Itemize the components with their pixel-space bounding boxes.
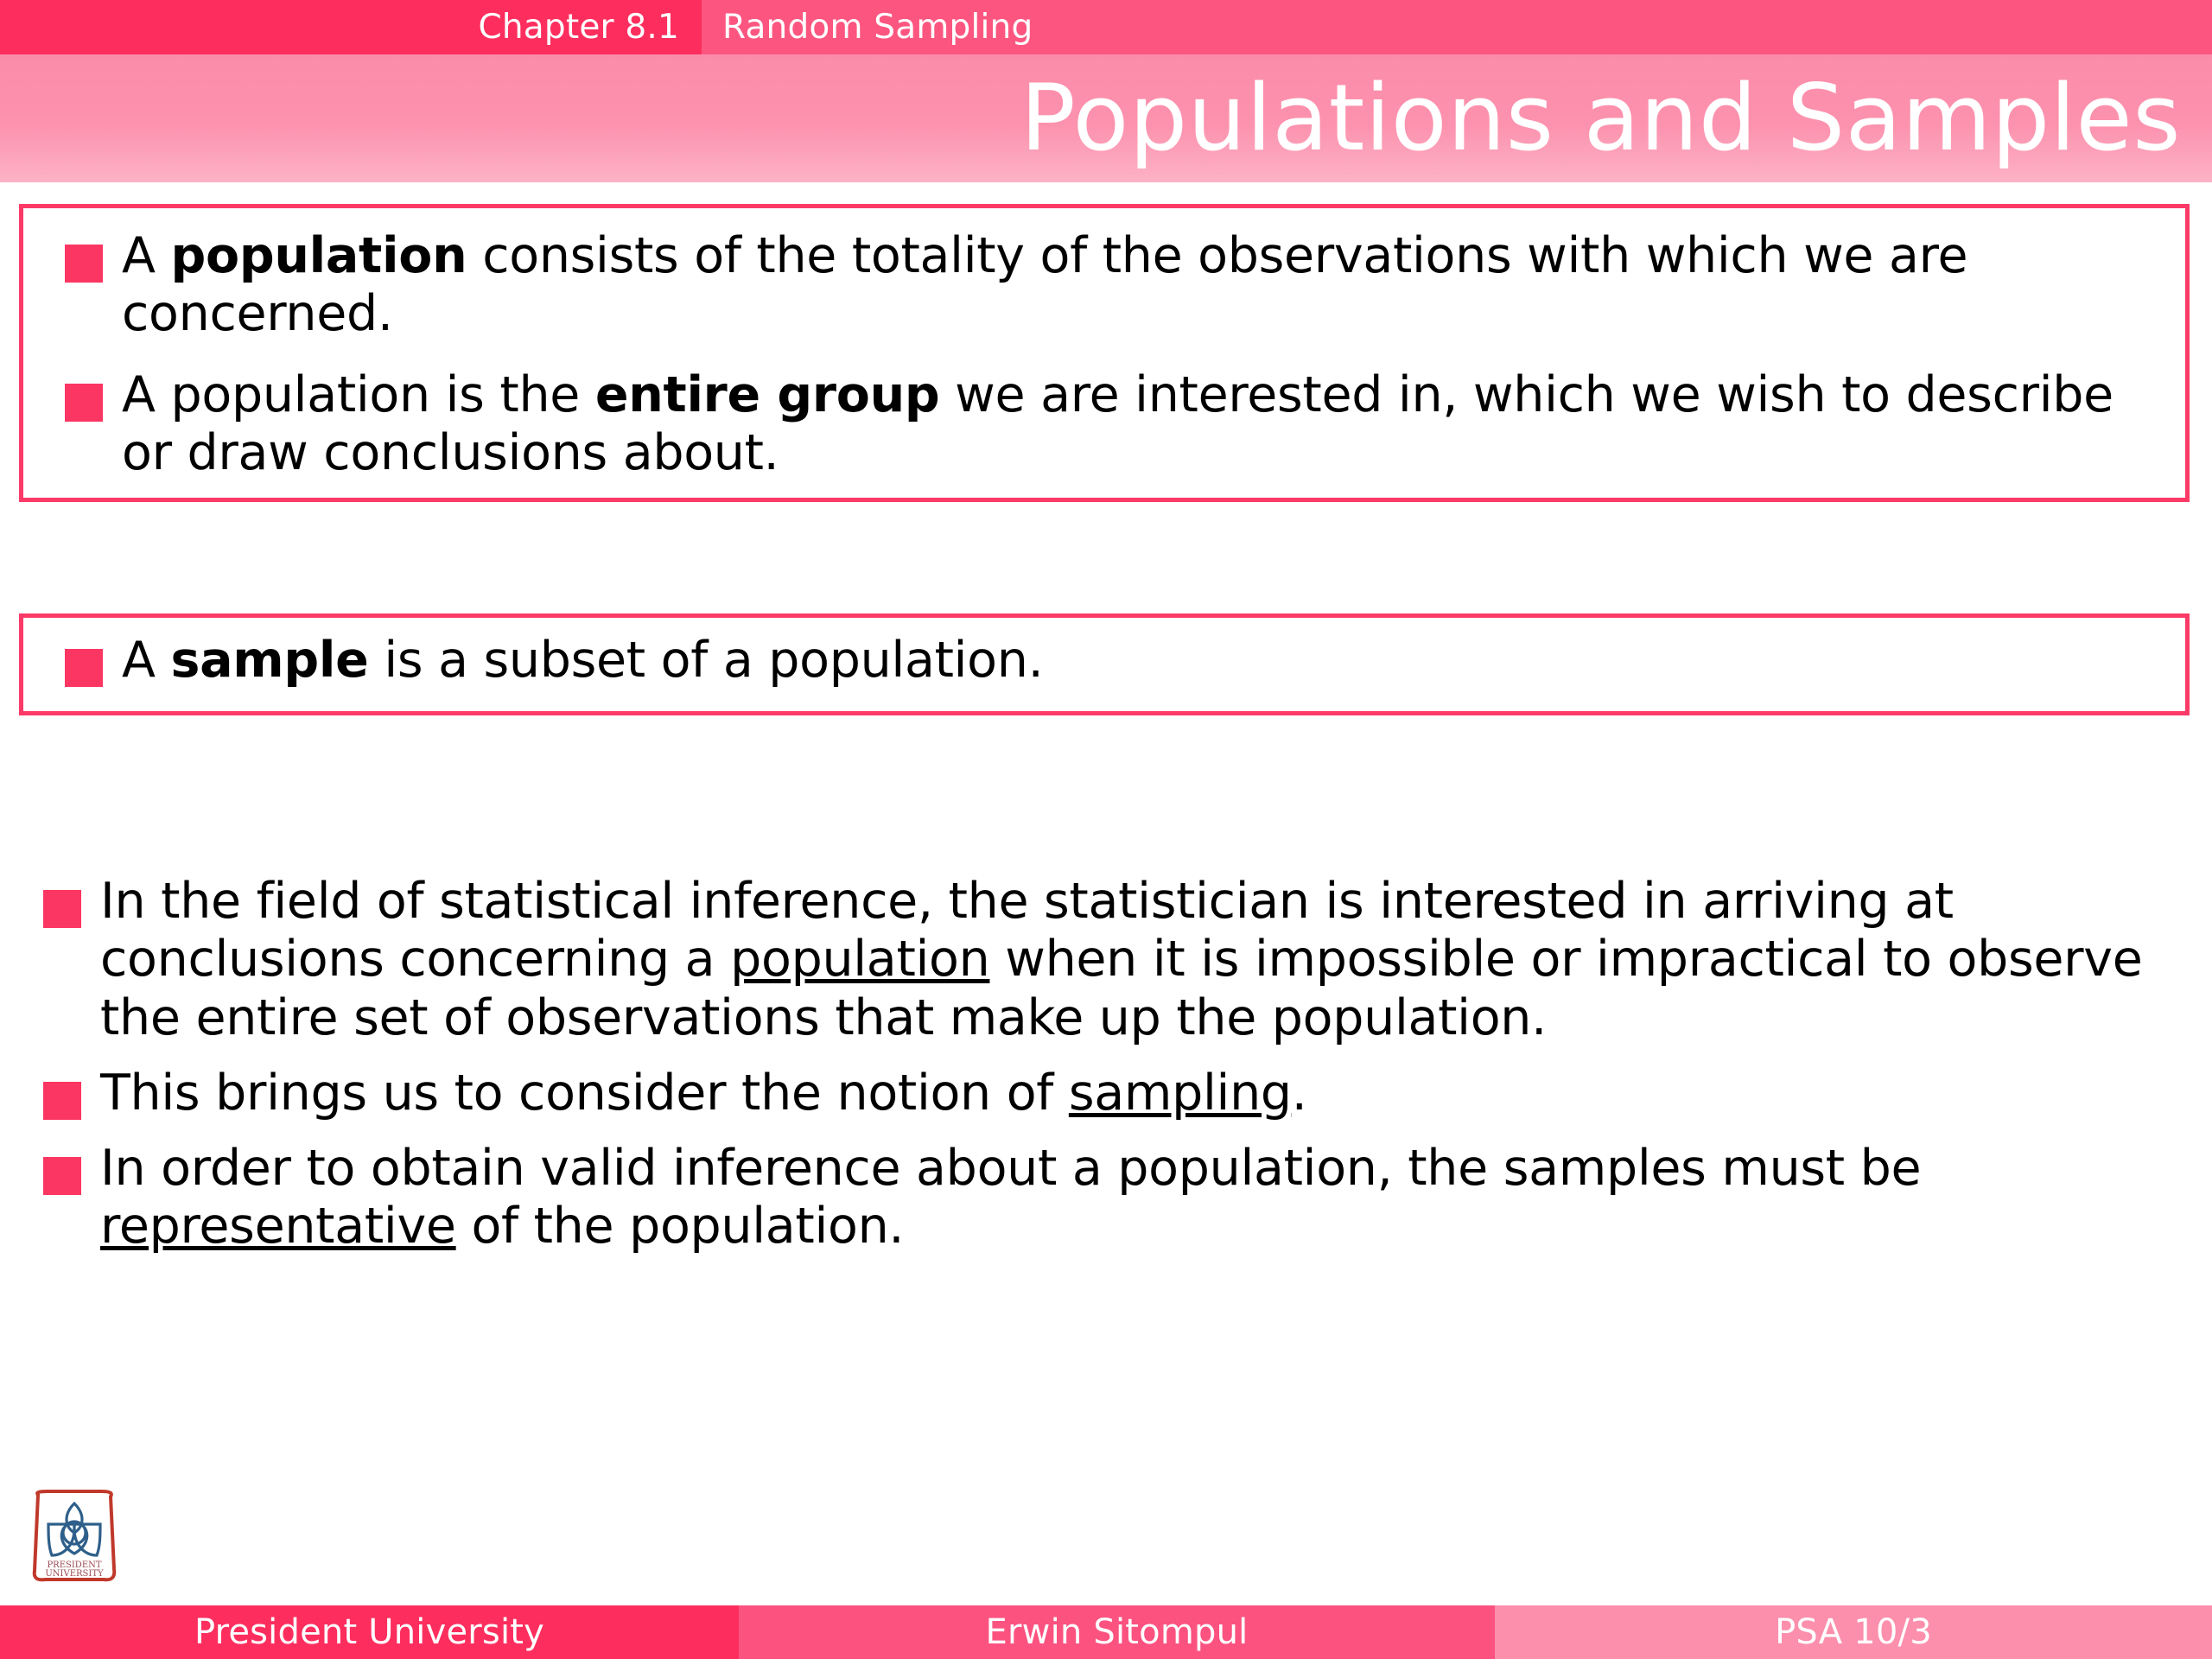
page-title: Populations and Samples xyxy=(1020,65,2181,171)
footer-institution: President University xyxy=(0,1605,739,1659)
spacer xyxy=(19,1122,2190,1140)
list-item: In order to obtain valid inference about… xyxy=(19,1140,2190,1256)
footer-bar: President University Erwin Sitompul PSA … xyxy=(0,1605,2212,1659)
bullet-text: This brings us to consider the notion of… xyxy=(100,1064,1307,1122)
spacer xyxy=(41,344,2168,366)
header-strip: Chapter 8.1 Random Sampling xyxy=(0,0,2212,54)
logo-text-line1: PRESIDENT xyxy=(47,1560,101,1570)
section-label: Random Sampling xyxy=(722,8,1033,47)
inference-block: In the field of statistical inference, t… xyxy=(19,873,2190,1256)
spacer xyxy=(19,1047,2190,1065)
bullet-text: In order to obtain valid inference about… xyxy=(100,1140,1922,1255)
list-item: This brings us to consider the notion of… xyxy=(19,1065,2190,1122)
square-bullet-icon xyxy=(43,890,81,928)
chapter-label: Chapter 8.1 xyxy=(478,8,679,47)
square-bullet-icon xyxy=(65,649,103,687)
list-item: A sample is a subset of a population. xyxy=(41,632,2168,690)
sample-definition-box: A sample is a subset of a population. xyxy=(19,613,2190,715)
list-item: A population is the entire group we are … xyxy=(41,366,2168,483)
footer-slide-ref: PSA 10/3 xyxy=(1495,1605,2212,1659)
chapter-tab: Chapter 8.1 xyxy=(0,0,702,54)
footer-slide-ref-label: PSA 10/3 xyxy=(1775,1612,1932,1652)
footer-author: Erwin Sitompul xyxy=(739,1605,1495,1659)
title-band: Populations and Samples xyxy=(0,54,2212,182)
square-bullet-icon xyxy=(65,383,103,422)
logo-crest-icon: PRESIDENT UNIVERSITY xyxy=(32,1490,117,1582)
footer-author-label: Erwin Sitompul xyxy=(985,1612,1249,1652)
section-title-area: Random Sampling xyxy=(702,0,2212,54)
list-item: A population consists of the totality of… xyxy=(41,227,2168,344)
bullet-text: A population is the entire group we are … xyxy=(122,365,2113,481)
bullet-text: In the field of statistical inference, t… xyxy=(100,873,2143,1046)
square-bullet-icon xyxy=(65,245,103,283)
bullet-text: A sample is a subset of a population. xyxy=(122,632,1044,689)
footer-institution-label: President University xyxy=(194,1612,545,1652)
bullet-text: A population consists of the totality of… xyxy=(122,227,1968,343)
population-definition-box: A population consists of the totality of… xyxy=(19,204,2190,502)
square-bullet-icon xyxy=(43,1157,81,1195)
square-bullet-icon xyxy=(43,1081,81,1120)
logo-text-line2: UNIVERSITY xyxy=(45,1569,104,1579)
president-university-logo: PRESIDENT UNIVERSITY xyxy=(26,1484,123,1588)
list-item: In the field of statistical inference, t… xyxy=(19,873,2190,1047)
